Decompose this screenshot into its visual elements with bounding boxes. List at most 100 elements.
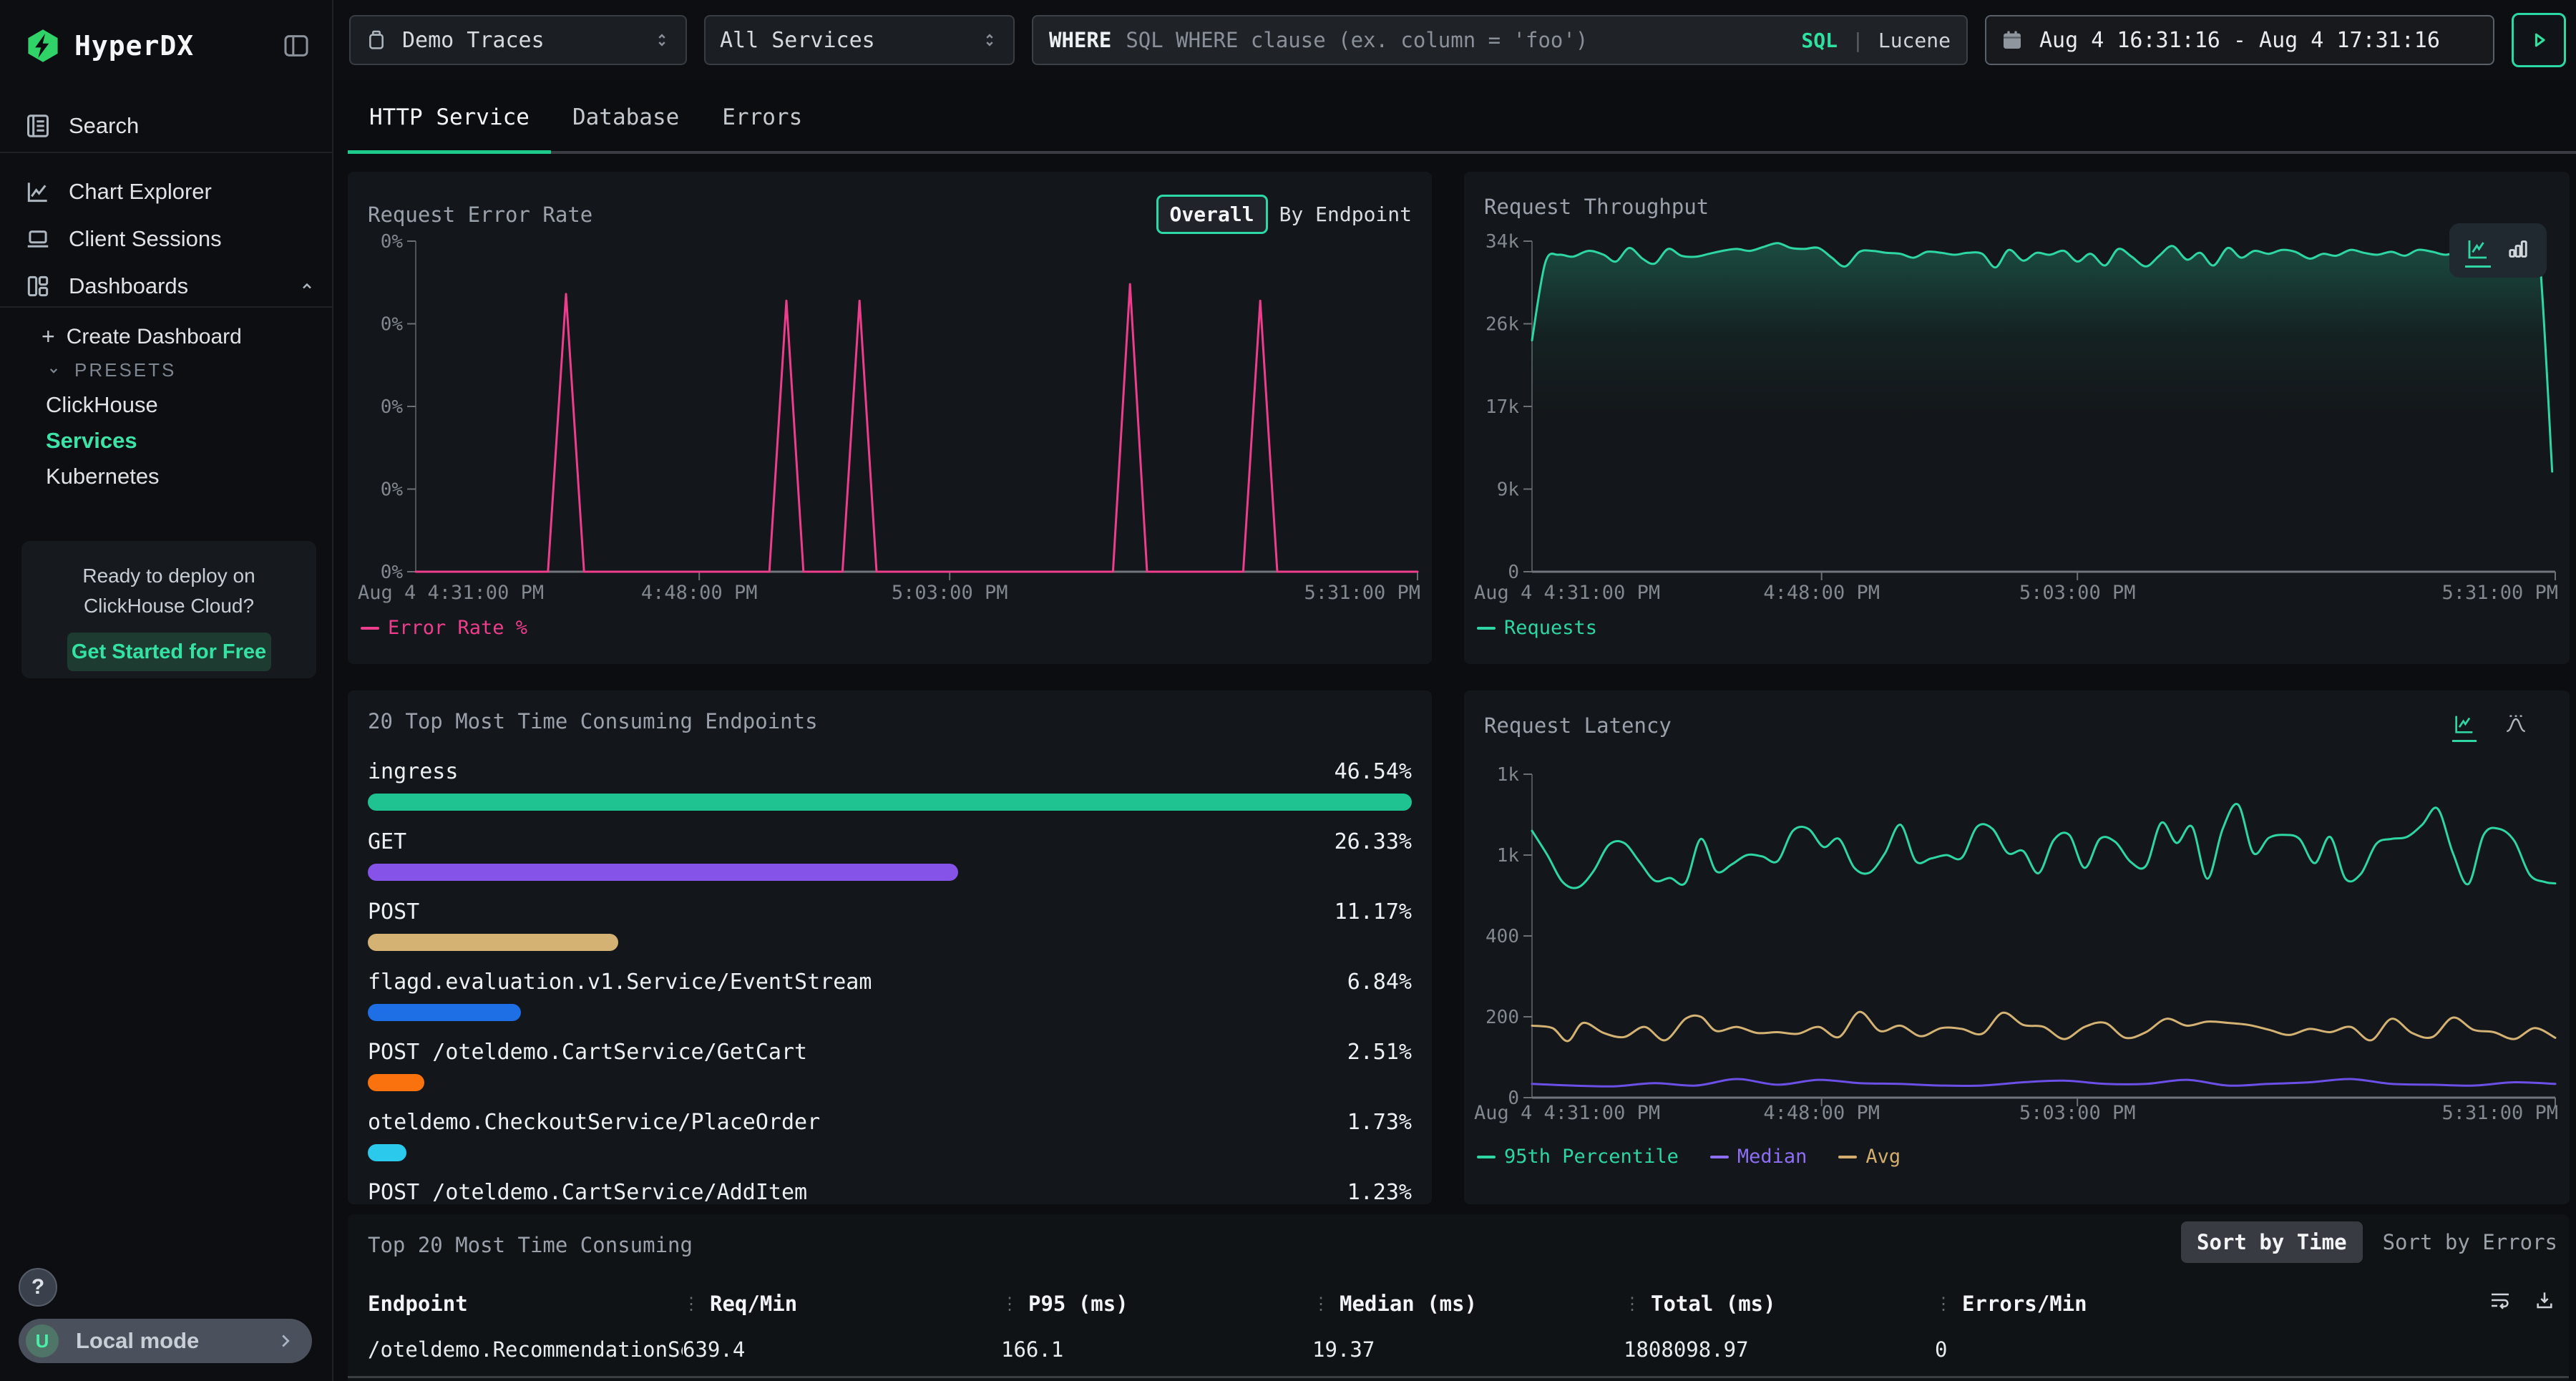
- language-toggle-sql[interactable]: SQL: [1801, 28, 1838, 52]
- sort-by-time-button[interactable]: Sort by Time: [2181, 1221, 2363, 1263]
- column-header[interactable]: ⋮ Median (ms): [1312, 1292, 1478, 1316]
- tab-http-service[interactable]: HTTP Service: [348, 80, 551, 154]
- user-menu[interactable]: U Local mode: [19, 1319, 312, 1363]
- svg-text:4:48:00 PM: 4:48:00 PM: [1763, 582, 1880, 604]
- promo-text: ClickHouse Cloud?: [83, 595, 255, 617]
- endpoint-bar-track: [368, 864, 1412, 881]
- endpoint-row[interactable]: POST /oteldemo.CartService/GetCart 2.51%: [368, 1040, 1412, 1065]
- table-cell: 1808098.97: [1624, 1337, 1749, 1362]
- chevron-right-icon: [282, 1334, 290, 1347]
- hyperdx-logo-icon: [28, 29, 58, 62]
- endpoint-row[interactable]: ingress 46.54%: [368, 759, 1412, 784]
- svg-text:5:03:00 PM: 5:03:00 PM: [2019, 582, 2136, 604]
- column-drag-handle[interactable]: ⋮: [1312, 1294, 1330, 1314]
- download-icon[interactable]: [2533, 1289, 2556, 1312]
- sidebar-item-services[interactable]: Services: [46, 428, 137, 453]
- endpoint-bar: [368, 1074, 424, 1091]
- line-chart-icon: [27, 182, 47, 202]
- panel-top-time-consuming-table: Top 20 Most Time Consuming Sort by Time …: [348, 1214, 2569, 1381]
- endpoint-row[interactable]: POST /oteldemo.CartService/AddItem 1.23%: [368, 1180, 1412, 1204]
- endpoint-percentage: 2.51%: [1347, 1040, 1412, 1065]
- legend-item[interactable]: Avg: [1838, 1146, 1901, 1168]
- legend-item[interactable]: Error Rate %: [361, 617, 527, 639]
- error-rate-chart[interactable]: 0%0%0%0%0%Aug 4 4:31:00 PM 4:48:00 PM 5:03…: [348, 233, 1432, 612]
- sidebar-item-dashboards[interactable]: Dashboards: [24, 269, 318, 303]
- select-chevrons-icon: [986, 34, 993, 47]
- column-drag-handle[interactable]: ⋮: [1001, 1294, 1018, 1314]
- dashboard-content: Request Error Rate Overall By Endpoint 0…: [333, 154, 2576, 1381]
- endpoint-row[interactable]: flagd.evaluation.v1.Service/EventStream 6…: [368, 970, 1412, 995]
- source-select-value: Demo Traces: [402, 27, 545, 53]
- svg-text:0%: 0%: [381, 562, 404, 583]
- toggle-by-endpoint[interactable]: By Endpoint: [1279, 202, 1412, 226]
- line-chart-toggle[interactable]: [2465, 236, 2491, 268]
- endpoint-bar: [368, 934, 619, 951]
- column-header[interactable]: ⋮ P95 (ms): [1001, 1292, 1128, 1316]
- column-header[interactable]: ⋮ Total (ms): [1624, 1292, 1776, 1316]
- column-header[interactable]: ⋮ Req/Min: [683, 1292, 798, 1316]
- sidebar-item-client-sessions[interactable]: Client Sessions: [24, 222, 318, 256]
- endpoint-percentage: 46.54%: [1334, 759, 1412, 784]
- sort-toggle-group: Sort by Time Sort by Errors: [2181, 1221, 2557, 1263]
- column-drag-handle[interactable]: ⋮: [683, 1294, 700, 1314]
- endpoint-label: oteldemo.CheckoutService/PlaceOrder: [368, 1110, 821, 1135]
- dashboards-icon: [27, 275, 49, 297]
- endpoint-row[interactable]: POST 11.17%: [368, 899, 1412, 924]
- where-input[interactable]: [1126, 28, 1787, 52]
- text-wrap-icon[interactable]: [2489, 1289, 2512, 1312]
- endpoint-percentage: 26.33%: [1334, 829, 1412, 854]
- row-divider: [348, 1376, 2569, 1378]
- endpoint-row[interactable]: GET 26.33%: [368, 829, 1412, 854]
- table-cell: 639.4: [683, 1337, 746, 1362]
- create-dashboard-button[interactable]: + Create Dashboard: [42, 323, 242, 350]
- sort-by-errors-button[interactable]: Sort by Errors: [2382, 1230, 2557, 1254]
- legend-item[interactable]: Median: [1709, 1146, 1807, 1168]
- line-chart-icon: [2468, 240, 2487, 259]
- run-query-button[interactable]: [2512, 13, 2566, 67]
- tab-database[interactable]: Database: [572, 104, 680, 130]
- endpoint-row[interactable]: oteldemo.CheckoutService/PlaceOrder 1.73%: [368, 1110, 1412, 1135]
- panel-title: Request Throughput: [1484, 195, 1709, 219]
- service-select[interactable]: All Services: [704, 15, 1015, 65]
- endpoint-bar-track: [368, 1004, 1412, 1021]
- endpoint-bar-track: [368, 1074, 1412, 1091]
- tab-errors[interactable]: Errors: [722, 104, 803, 130]
- get-started-button[interactable]: Get Started for Free: [67, 633, 271, 671]
- language-toggle-lucene[interactable]: Lucene: [1878, 28, 1951, 52]
- help-button[interactable]: ?: [19, 1268, 57, 1307]
- histogram-icon: [2506, 715, 2526, 733]
- source-select[interactable]: Demo Traces: [349, 15, 687, 65]
- svg-text:26k: 26k: [1485, 314, 1519, 336]
- sidebar-item-kubernetes[interactable]: Kubernetes: [46, 464, 160, 489]
- column-drag-handle[interactable]: ⋮: [1624, 1294, 1641, 1314]
- collapse-sidebar-icon[interactable]: [282, 31, 311, 60]
- sidebar-item-label: Dashboards: [69, 273, 189, 298]
- time-range-picker[interactable]: Aug 4 16:31:16 - Aug 4 17:31:16: [1985, 15, 2494, 65]
- service-select-value: All Services: [720, 27, 875, 53]
- endpoints-list: ingress 46.54% GET 26.33% POST 11.17% flagd.ev…: [368, 759, 1412, 1204]
- sidebar-item-clickhouse[interactable]: ClickHouse: [46, 392, 158, 417]
- column-drag-handle[interactable]: ⋮: [1935, 1294, 1952, 1314]
- panel-request-error-rate: Request Error Rate Overall By Endpoint 0…: [348, 172, 1432, 664]
- svg-text:0: 0: [1508, 1088, 1519, 1109]
- legend-item[interactable]: 95th Percentile: [1477, 1146, 1679, 1168]
- language-separator: |: [1851, 28, 1864, 52]
- toggle-overall[interactable]: Overall: [1156, 195, 1268, 234]
- endpoint-label: POST: [368, 899, 420, 924]
- panel-request-throughput: Request Throughput 34k 26k 17k 9k 0 Aug 4 4:3…: [1464, 172, 2570, 664]
- presets-section-toggle[interactable]: PRESETS: [44, 359, 176, 381]
- sidebar-item-search[interactable]: Search: [24, 109, 318, 143]
- svg-text:5:03:00 PM: 5:03:00 PM: [2019, 1102, 2136, 1124]
- endpoint-bar: [368, 1144, 407, 1161]
- column-header[interactable]: ⋮ Errors/Min: [1935, 1292, 2087, 1316]
- legend-item[interactable]: Requests: [1477, 617, 1597, 639]
- bar-chart-toggle[interactable]: [2505, 236, 2531, 265]
- histogram-toggle[interactable]: [2504, 712, 2528, 739]
- line-chart-toggle[interactable]: [2452, 712, 2477, 742]
- column-header[interactable]: Endpoint: [368, 1292, 468, 1316]
- endpoint-label: GET: [368, 829, 407, 854]
- sidebar-item-chart-explorer[interactable]: Chart Explorer: [24, 175, 318, 209]
- table-row[interactable]: /oteldemo.RecommendationServ 639.4 166.1 19…: [368, 1337, 2483, 1362]
